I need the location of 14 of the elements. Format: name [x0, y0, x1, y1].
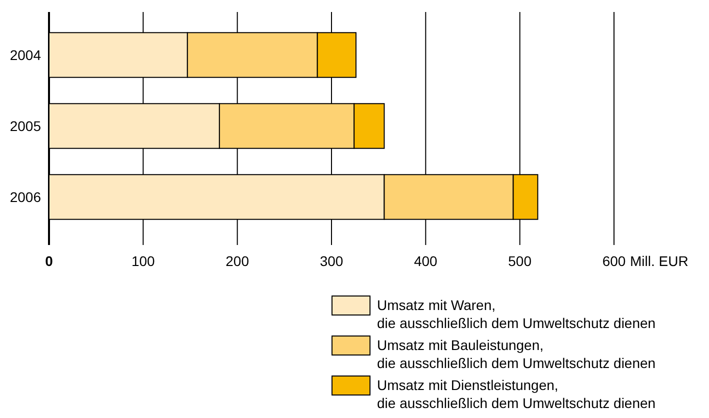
legend-label: Umsatz mit Dienstleistungen, die ausschließlich dem Umweltschutz dienen	[377, 377, 656, 411]
x-tick-label: 400	[414, 253, 438, 269]
y-tick-label: 2006	[10, 188, 42, 205]
x-axis-title: Mill. EUR	[630, 253, 688, 269]
x-tick-label: 300	[320, 253, 344, 269]
legend-label: Umsatz mit Waren, die ausschließlich dem Umweltschutz dienen	[377, 297, 656, 331]
y-tick-label: 2004	[10, 46, 42, 63]
x-tick-label: 200	[226, 253, 250, 269]
x-tick-label: 100	[131, 253, 156, 269]
x-tick-label: 600	[602, 253, 626, 269]
x-tick-label: 0	[45, 253, 54, 269]
x-tick-label: 500	[508, 253, 532, 269]
y-tick-label: 2005	[10, 118, 42, 134]
legend-label: Umsatz mit Bauleistungen, die ausschließlich dem Umweltschutz dienen	[377, 337, 656, 371]
